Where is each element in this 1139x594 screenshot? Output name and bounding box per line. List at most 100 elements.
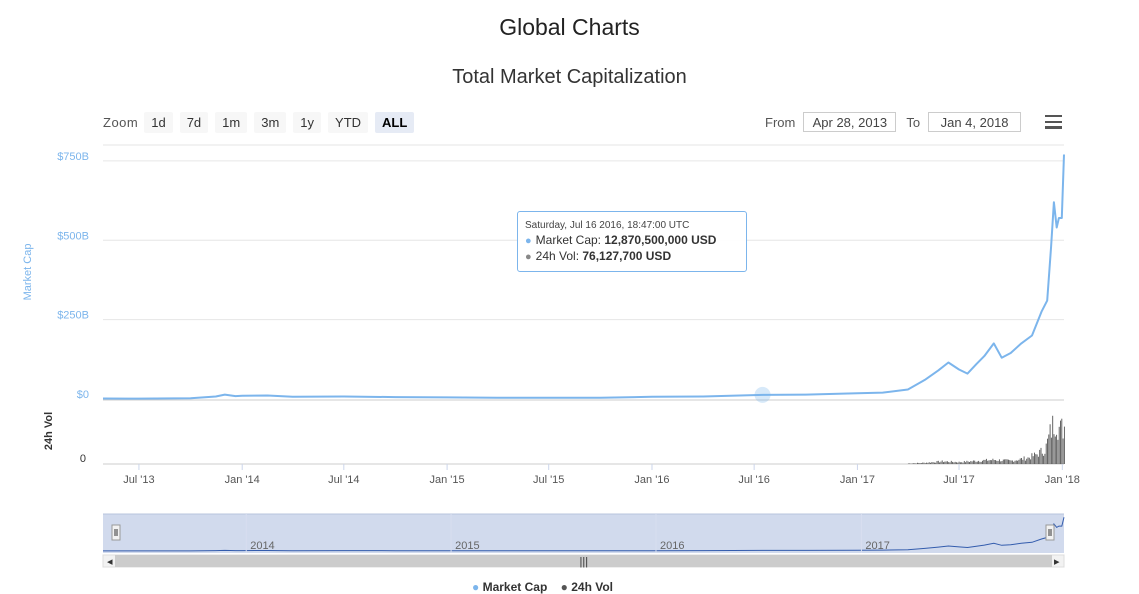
navigator-right-handle[interactable]: [1046, 525, 1054, 540]
hover-marker: [755, 387, 771, 403]
volume-bar: [1050, 424, 1051, 464]
volume-bar: [1024, 456, 1025, 464]
volume-bar: [1018, 460, 1019, 464]
x-tick-label: Jan '14: [225, 474, 260, 486]
volume-bar: [952, 462, 953, 464]
volume-bar: [922, 463, 923, 464]
volume-bar: [1041, 448, 1042, 464]
volume-bar: [992, 459, 993, 464]
volume-bar: [934, 463, 935, 464]
volume-bar: [929, 462, 930, 464]
volume-bar: [1031, 453, 1032, 464]
y-tick-label: $0: [77, 389, 89, 401]
volume-bar: [1059, 427, 1060, 464]
navigator-year-label: 2016: [660, 540, 684, 552]
volume-bar: [1013, 462, 1014, 464]
volume-bar: [908, 463, 909, 464]
volume-bar: [1015, 461, 1016, 464]
volume-bar: [961, 462, 962, 464]
volume-bar: [912, 463, 913, 464]
volume-bar: [942, 460, 943, 464]
tooltip-volume-label: 24h Vol:: [536, 249, 579, 263]
volume-bar: [957, 463, 958, 464]
volume-bar: [1052, 416, 1053, 464]
volume-bar: [970, 461, 971, 464]
volume-bar: [965, 462, 966, 464]
tooltip-market-cap-value: 12,870,500,000 USD: [604, 233, 716, 247]
volume-bar: [1008, 460, 1009, 464]
volume-bar: [944, 462, 945, 464]
tooltip-row-volume: ●24h Vol: 76,127,700 USD: [525, 249, 739, 265]
volume-bar: [1009, 460, 1010, 464]
legend-item-volume[interactable]: ● 24h Vol: [561, 580, 613, 594]
volume-bar: [968, 462, 969, 464]
volume-bar: [918, 463, 919, 464]
scroll-right-arrow-icon: ▸: [1054, 556, 1060, 568]
volume-bar: [938, 461, 939, 464]
chart-legend: ● Market Cap ● 24h Vol: [472, 580, 613, 594]
scroll-left-arrow-icon: ◂: [107, 556, 113, 568]
legend-item-market-cap[interactable]: ● Market Cap: [472, 580, 547, 594]
x-tick-label: Jan '16: [634, 474, 669, 486]
navigator-year-label: 2014: [250, 540, 274, 552]
volume-bar: [1061, 419, 1062, 464]
tooltip-date: Saturday, Jul 16 2016, 18:47:00 UTC: [525, 220, 739, 231]
volume-bar: [955, 462, 956, 464]
y-tick-label: $500B: [57, 230, 89, 242]
volume-bar: [927, 463, 928, 464]
market-cap-series: [103, 155, 1064, 403]
volume-bar: [937, 461, 938, 464]
volume-bar: [963, 463, 964, 464]
volume-bar: [950, 462, 951, 464]
volume-axis-title: 24h Vol: [43, 412, 55, 450]
volume-bar: [1005, 459, 1006, 464]
volume-bar: [1055, 437, 1056, 464]
volume-bar: [947, 461, 948, 464]
volume-bar: [996, 461, 997, 464]
volume-bar: [1033, 456, 1034, 464]
y-axis-title: Market Cap: [22, 244, 34, 301]
volume-bar: [933, 462, 934, 464]
volume-bar: [924, 463, 925, 464]
volume-bar: [1003, 460, 1004, 464]
tooltip-market-cap-label: Market Cap:: [536, 233, 601, 247]
volume-bar: [1064, 427, 1065, 464]
volume-bar: [925, 463, 926, 464]
navigator-left-handle[interactable]: [112, 525, 120, 540]
volume-bar: [948, 462, 949, 464]
x-tick-label: Jul '15: [533, 474, 564, 486]
volume-bar: [953, 462, 954, 464]
volume-bar: [977, 462, 978, 464]
volume-bar: [940, 462, 941, 464]
volume-bar: [982, 461, 983, 464]
x-tick-label: Jul '14: [328, 474, 359, 486]
volume-bar: [999, 459, 1000, 464]
navigator-scrollbar[interactable]: ◂ ▸ |||: [103, 555, 1064, 568]
volume-bar: [916, 463, 917, 464]
volume-bar: [920, 463, 921, 464]
x-tick-label: Jan '17: [840, 474, 875, 486]
volume-bar: [983, 460, 984, 464]
volume-bar: [1047, 439, 1048, 464]
volume-bar: [1035, 454, 1036, 464]
volume-bar: [931, 462, 932, 464]
volume-bar: [917, 463, 918, 464]
legend-volume-label: 24h Vol: [571, 580, 613, 594]
volume-bar: [1011, 460, 1012, 464]
volume-bar: [994, 460, 995, 464]
volume-bar: [926, 463, 927, 464]
x-tick-label: Jul '13: [123, 474, 154, 486]
volume-bar: [979, 462, 980, 464]
volume-bar: [995, 460, 996, 464]
volume-bar: [956, 462, 957, 464]
scrollbar-grip-icon: |||: [580, 556, 589, 568]
volume-bar: [1026, 459, 1027, 464]
volume-bar: [1028, 457, 1029, 464]
legend-market-cap-label: Market Cap: [483, 580, 548, 594]
volume-bar: [981, 462, 982, 464]
volume-bar: [1054, 434, 1055, 464]
volume-bar: [1020, 458, 1021, 464]
volume-bar: [969, 462, 970, 464]
volume-bar: [987, 461, 988, 464]
chart-tooltip: Saturday, Jul 16 2016, 18:47:00 UTC ●Mar…: [517, 211, 747, 272]
